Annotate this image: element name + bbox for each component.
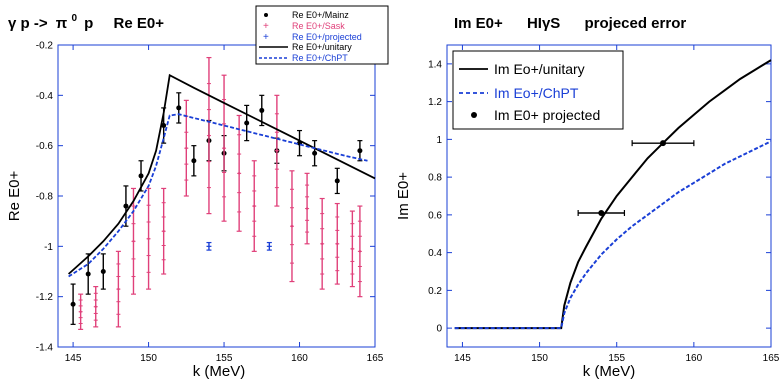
legend-mainz-label: Re E0+/Mainz bbox=[292, 10, 349, 20]
data-point-re-e0-sask bbox=[275, 149, 279, 152]
right-xtick-label: 165 bbox=[763, 353, 780, 364]
right-ytick-label: 1.2 bbox=[428, 97, 442, 108]
right-title-part-a: Im E0+ bbox=[454, 15, 503, 32]
left-ytick-label: -1.4 bbox=[36, 343, 54, 354]
data-point-im-e0-projected bbox=[660, 140, 666, 147]
data-point-re-e0-sask bbox=[336, 242, 339, 246]
legend-im-chpt-label: Im Eo+/ChPT bbox=[494, 85, 579, 101]
data-point-re-e0-mainz bbox=[191, 158, 197, 164]
data-point-re-e0-mainz bbox=[161, 123, 167, 129]
data-point-re-e0-sask bbox=[358, 250, 362, 253]
data-point-re-e0-mainz bbox=[334, 178, 340, 184]
right-ytick-label: 0.2 bbox=[428, 286, 442, 297]
data-point-re-e0-sask bbox=[132, 240, 135, 243]
right-ytick-label: 0.4 bbox=[428, 248, 442, 259]
right-xtick-label: 150 bbox=[531, 353, 548, 364]
data-point-re-e0-mainz bbox=[138, 173, 144, 179]
left-ytick-label: -0.8 bbox=[36, 192, 54, 203]
right-ytick-label: 0 bbox=[436, 324, 442, 335]
left-xtick-label: 145 bbox=[65, 353, 82, 364]
right-xtick-label: 145 bbox=[454, 353, 471, 364]
data-point-re-e0-sask bbox=[305, 207, 309, 210]
data-point-re-e0-mainz bbox=[312, 150, 318, 156]
left-title-part-p: p bbox=[84, 15, 93, 32]
right-ytick-label: 1.4 bbox=[428, 59, 442, 70]
data-point-re-e0-mainz bbox=[357, 148, 363, 154]
left-plot-frame bbox=[57, 44, 376, 348]
data-point-re-e0-mainz bbox=[176, 105, 182, 111]
left-title-part-a: γ p -> bbox=[8, 15, 48, 32]
data-point-re-e0-sask bbox=[117, 287, 120, 291]
data-point-re-e0-sask bbox=[185, 146, 188, 150]
left-xtick-label: 165 bbox=[367, 353, 384, 364]
data-point-re-e0-sask bbox=[207, 134, 211, 137]
right-ytick-label: 0.8 bbox=[428, 173, 442, 184]
data-point-re-e0-sask bbox=[290, 225, 294, 228]
data-point-im-e0-projected bbox=[598, 209, 605, 216]
series-line-re-e0-unitary bbox=[67, 73, 376, 275]
legend-im-projected-label: Im E0+ projected bbox=[494, 107, 600, 123]
legend-chpt-label: Re E0+/ChPT bbox=[292, 53, 348, 63]
data-point-re-e0-mainz bbox=[244, 120, 250, 126]
data-point-re-e0-mainz bbox=[85, 271, 91, 277]
data-point-re-e0-sask bbox=[351, 247, 354, 251]
data-point-re-e0-mainz bbox=[259, 107, 265, 113]
data-point-re-e0-sask bbox=[79, 310, 82, 313]
legend-im-unitary-label: Im Eo+/unitary bbox=[494, 61, 585, 77]
legend-mainz-marker bbox=[264, 13, 268, 17]
right-xtick-label: 160 bbox=[686, 353, 703, 364]
left-ylabel: Re E0+ bbox=[6, 171, 23, 222]
right-title-part-c: projeced error bbox=[584, 15, 686, 32]
right-title-part-b: HIγS bbox=[527, 15, 560, 32]
data-point-re-e0-sask bbox=[320, 242, 324, 246]
right-legend-box bbox=[452, 50, 624, 130]
left-xtick-label: 160 bbox=[291, 353, 308, 364]
left-ytick-label: -0.4 bbox=[36, 91, 54, 102]
data-point-re-e0-sask bbox=[162, 230, 165, 233]
right-ylabel: Im E0+ bbox=[395, 172, 412, 220]
left-ytick-label: -1 bbox=[44, 242, 53, 253]
right-ytick-label: 0.6 bbox=[428, 210, 442, 221]
left-ytick-label: -0.6 bbox=[36, 141, 54, 152]
right-title: Im E0+ HIγS projeced error bbox=[454, 15, 686, 32]
left-xtick-label: 155 bbox=[216, 353, 233, 364]
legend-sask-marker: + bbox=[263, 21, 269, 32]
data-point-re-e0-mainz bbox=[100, 269, 106, 274]
data-point-re-e0-sask bbox=[237, 172, 241, 175]
data-point-re-e0-mainz bbox=[123, 203, 129, 209]
right-ytick-label: 1 bbox=[436, 135, 442, 146]
left-chart: γ p -> π 0 p Re E0+ 145 150 155 160 165 -1.4 -… bbox=[6, 5, 389, 380]
series-line-im-eo-chpt bbox=[454, 140, 772, 330]
right-xtick-label: 155 bbox=[608, 353, 625, 364]
left-title-superscript: 0 bbox=[71, 13, 77, 24]
legend-im-projected-marker bbox=[471, 112, 477, 118]
left-ytick-label: -1.2 bbox=[36, 292, 54, 303]
data-point-re-e0-sask bbox=[94, 305, 97, 308]
left-legend-box bbox=[255, 5, 389, 65]
left-xtick-label: 150 bbox=[140, 353, 157, 364]
left-ytick-label: -0.2 bbox=[36, 41, 54, 52]
right-plot-frame bbox=[446, 44, 772, 348]
legend-projected-marker: + bbox=[263, 32, 269, 43]
right-xlabel: k (MeV) bbox=[583, 363, 636, 380]
data-point-re-e0-sask bbox=[253, 204, 256, 208]
data-point-re-e0-sask bbox=[147, 237, 150, 240]
left-title-part-re: Re E0+ bbox=[114, 15, 165, 32]
left-xlabel: k (MeV) bbox=[193, 363, 246, 380]
right-chart: Im E0+ HIγS projeced error 145 150 155 160 1… bbox=[395, 15, 780, 380]
data-point-re-e0-mainz bbox=[70, 301, 76, 307]
legend-projected-label: Re E0+/projected bbox=[292, 32, 362, 42]
left-title-pi: π bbox=[56, 15, 68, 32]
data-point-re-e0-sask bbox=[222, 146, 226, 150]
legend-unitary-label: Re E0+/unitary bbox=[292, 42, 352, 52]
series-line-re-e0-chpt bbox=[68, 113, 368, 278]
series-line-im-eo-unitary bbox=[454, 59, 772, 330]
legend-sask-label: Re E0+/Sask bbox=[292, 21, 345, 31]
right-legend: Im Eo+/unitary Im Eo+/ChPT Im E0+ projec… bbox=[452, 50, 624, 130]
left-title: γ p -> π 0 p Re E0+ bbox=[8, 8, 164, 32]
left-legend: Re E0+/Mainz + Re E0+/Sask + Re E0+/proj… bbox=[255, 5, 389, 65]
